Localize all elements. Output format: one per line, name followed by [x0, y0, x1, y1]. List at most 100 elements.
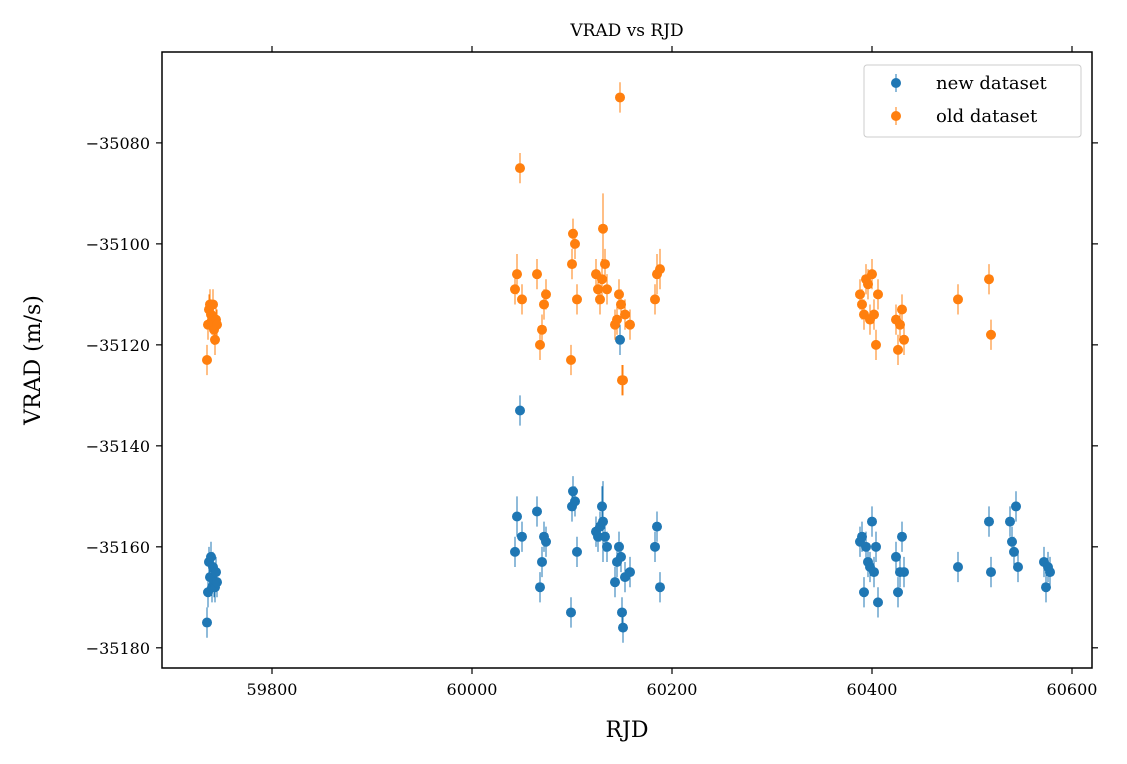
x-tick-label: 60600 — [1047, 680, 1098, 699]
data-layer — [202, 82, 1055, 643]
old-dataset-point — [535, 339, 545, 350]
new-dataset-point — [206, 551, 216, 562]
legend-new-marker — [891, 78, 901, 88]
new-dataset-point — [1007, 536, 1017, 547]
old-dataset-point — [532, 269, 542, 280]
new-dataset-point — [1041, 582, 1051, 593]
new-dataset-point — [618, 622, 628, 633]
old-dataset-point — [202, 355, 212, 365]
old-dataset-point — [566, 355, 576, 365]
new-dataset-point — [600, 531, 610, 542]
new-dataset-point — [537, 556, 547, 567]
y-axis-label: VRAD (m/s) — [21, 295, 46, 426]
new-dataset-point — [953, 562, 963, 573]
y-tick-label: −35180 — [86, 639, 150, 658]
new-dataset-point — [652, 521, 662, 532]
x-axis-label: RJD — [605, 718, 648, 743]
y-tick-label: −35080 — [86, 134, 150, 153]
new-dataset-point — [598, 516, 608, 527]
old-dataset-point — [615, 92, 625, 103]
old-dataset-point — [867, 269, 877, 280]
new-dataset-point — [572, 546, 582, 557]
old-dataset-point — [871, 339, 881, 350]
old-dataset-point — [857, 299, 867, 310]
old-dataset-point — [655, 264, 665, 275]
old-dataset-point — [568, 228, 578, 239]
new-dataset-point — [512, 511, 522, 522]
old-dataset-point — [517, 294, 527, 305]
new-dataset-point — [510, 546, 520, 557]
new-dataset-point — [655, 582, 665, 593]
new-dataset-point — [869, 567, 879, 578]
old-dataset-point — [567, 259, 577, 270]
legend-old-marker — [891, 111, 901, 121]
old-dataset-point — [539, 299, 549, 310]
new-dataset-point — [570, 496, 580, 507]
old-dataset-point — [899, 334, 909, 345]
old-dataset-point — [602, 284, 612, 295]
old-dataset-point — [650, 294, 660, 305]
new-dataset-point — [1045, 567, 1055, 578]
new-dataset-point — [212, 577, 222, 588]
x-tick-label: 59800 — [247, 680, 298, 699]
y-axis: −35080 −35100 −35120 −35140 −35160 −35180 — [86, 134, 1098, 658]
old-dataset-point — [512, 269, 522, 280]
legend-label-old-dataset: old dataset — [936, 106, 1038, 127]
old-dataset-point — [572, 294, 582, 305]
old-dataset-point — [537, 324, 547, 335]
new-dataset-point — [1013, 562, 1023, 573]
new-dataset-point — [610, 577, 620, 588]
new-dataset-point — [859, 587, 869, 598]
plot-frame — [161, 51, 1093, 669]
old-dataset-point — [598, 223, 608, 234]
old-dataset-point — [570, 238, 580, 249]
legend-box — [863, 64, 1082, 138]
old-dataset-point — [618, 375, 628, 386]
new-dataset-point — [867, 516, 877, 527]
chart-title: VRAD vs RJD — [569, 21, 683, 41]
old-dataset-point — [893, 344, 903, 355]
new-dataset-point — [541, 536, 551, 547]
new-dataset-point — [650, 541, 660, 552]
x-tick-label: 60000 — [447, 680, 498, 699]
new-dataset-point — [1005, 516, 1015, 527]
old-dataset-point — [595, 294, 605, 305]
new-dataset-point — [614, 541, 624, 552]
new-dataset-point — [893, 587, 903, 598]
new-dataset-point — [535, 582, 545, 593]
new-dataset-point — [1011, 501, 1021, 512]
old-dataset-point — [863, 279, 873, 290]
old-dataset-point — [510, 284, 520, 295]
new-dataset-point — [597, 501, 607, 512]
new-dataset-point — [625, 567, 635, 578]
old-dataset-point — [616, 299, 626, 310]
old-dataset-point — [210, 334, 220, 345]
old-dataset-point — [986, 329, 996, 340]
old-dataset-point — [953, 294, 963, 305]
x-tick-label: 60200 — [647, 680, 698, 699]
x-axis: 59800 60000 60200 60400 60600 — [247, 46, 1098, 699]
new-dataset-point — [891, 551, 901, 562]
y-tick-label: −35100 — [86, 235, 150, 254]
new-dataset-point — [517, 531, 527, 542]
new-dataset-point — [515, 405, 525, 416]
new-dataset-point — [566, 607, 576, 618]
old-dataset-point — [612, 314, 622, 325]
old-dataset-point — [984, 274, 994, 285]
new-dataset-point — [897, 531, 907, 542]
old-dataset-point — [625, 319, 635, 330]
old-dataset-point — [600, 259, 610, 270]
new-dataset-point — [984, 516, 994, 527]
old-dataset-point — [515, 163, 525, 174]
old-dataset-point — [541, 289, 551, 300]
new-dataset-point — [861, 541, 871, 552]
new-dataset-point — [986, 567, 996, 578]
old-dataset-point — [869, 309, 879, 320]
old-dataset-point — [873, 289, 883, 300]
new-dataset-point — [871, 541, 881, 552]
y-tick-label: −35140 — [86, 437, 150, 456]
new-dataset-point — [532, 506, 542, 517]
new-dataset-point — [615, 334, 625, 345]
new-dataset-point — [616, 551, 626, 562]
